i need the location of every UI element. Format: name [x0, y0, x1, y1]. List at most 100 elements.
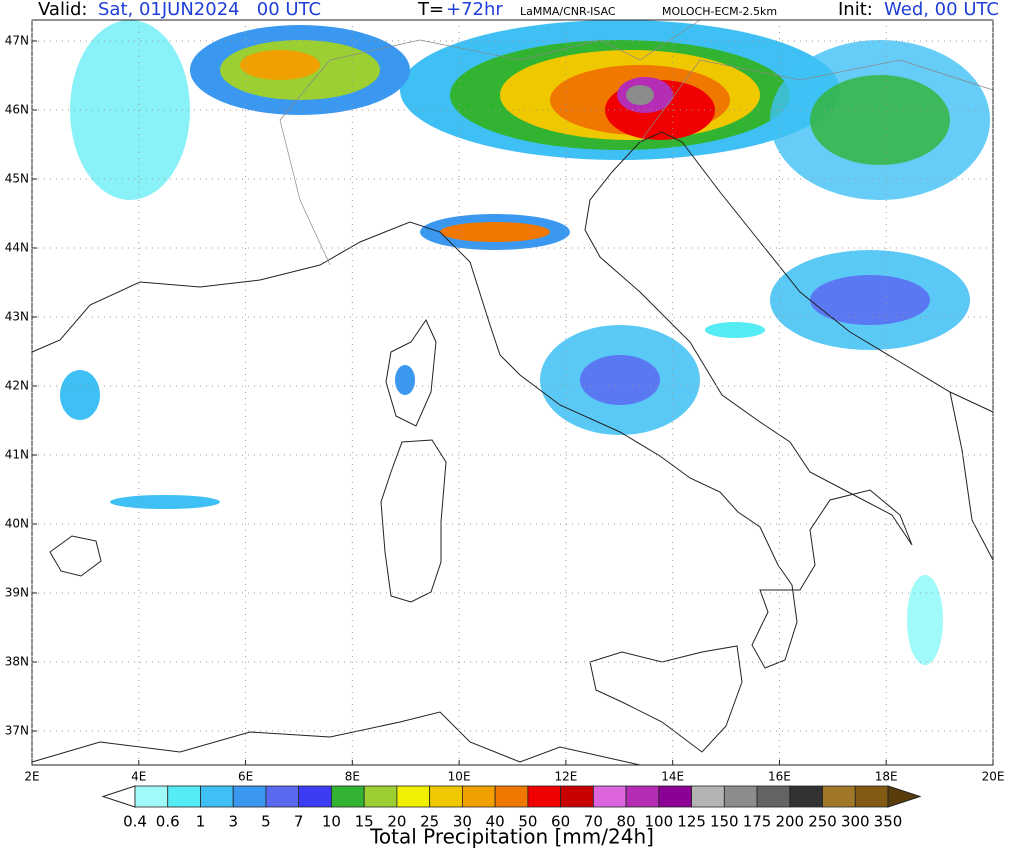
lat-label: 43N	[5, 310, 29, 324]
lat-label: 39N	[5, 586, 29, 600]
init-value: Wed, 00 UTC	[884, 0, 999, 20]
lon-label: 18E	[875, 770, 898, 784]
precip-area	[810, 275, 930, 325]
init-label: Init:	[838, 0, 873, 20]
lon-label: 10E	[448, 770, 471, 784]
lon-label: 14E	[661, 770, 684, 784]
colorbar-label: 5	[261, 813, 271, 831]
border	[639, 59, 994, 143]
precip-area	[810, 75, 950, 165]
coastlines	[31, 19, 994, 766]
precip-area	[440, 222, 550, 242]
colorbar-swatch	[854, 785, 889, 808]
colorbar-swatch	[527, 785, 562, 808]
border	[279, 19, 701, 266]
colorbar-label: 350	[874, 813, 903, 831]
colorbar-swatch	[200, 785, 234, 808]
colorbar-end	[101, 785, 136, 808]
colorbar-label: 25	[420, 813, 439, 831]
colorbar-swatch	[461, 785, 496, 808]
colorbar-label: 80	[617, 813, 636, 831]
colorbar-swatch	[723, 785, 758, 808]
precipitation-field	[60, 20, 990, 665]
colorbar-swatch	[331, 785, 365, 808]
colorbar-swatch	[134, 785, 169, 808]
precip-area	[395, 365, 415, 395]
colorbar-label: 10	[322, 813, 341, 831]
precip-area	[705, 322, 765, 338]
colorbar-swatch	[167, 785, 201, 808]
colorbar-swatch	[756, 785, 791, 808]
colorbar-swatch	[429, 785, 463, 808]
colorbar-label: 70	[584, 813, 603, 831]
coastline	[49, 535, 102, 577]
graticule: 47N 46N 45N 44N 43N 42N 41N 40N 39N 38N 37N 2E 4E 6E 8…	[5, 20, 1005, 784]
coastline	[31, 131, 994, 669]
source: LaMMA/CNR-ISAC	[520, 5, 616, 18]
colorbar-swatch	[789, 785, 823, 808]
colorbar-swatch	[592, 785, 627, 808]
lat-label: 38N	[5, 655, 29, 669]
coastline	[589, 645, 743, 753]
lat-label: 47N	[5, 34, 29, 48]
colorbar-end	[887, 785, 922, 808]
colorbar-swatch	[265, 785, 300, 808]
colorbar-swatch	[560, 785, 594, 808]
precip-area	[60, 370, 100, 420]
colorbar-swatch	[396, 785, 431, 808]
coastline	[949, 391, 994, 561]
lead-value: +72hr	[446, 0, 503, 20]
colorbar-label: 200	[775, 813, 804, 831]
lon-label: 20E	[982, 770, 1005, 784]
model: MOLOCH-ECM-2.5km	[662, 5, 777, 18]
colorbar-title: Total Precipitation [mm/24h]	[369, 825, 654, 849]
header: Valid: Sat, 01JUN2024 00 UTC T= +72hr La…	[38, 0, 999, 20]
lon-label: 8E	[345, 770, 360, 784]
coastline	[385, 318, 437, 427]
precip-area	[626, 85, 654, 105]
lat-label: 40N	[5, 517, 29, 531]
colorbar: 0.4 0.6 1 3 5 7 10 15 20 25 30 40 50 60 70 80 100 125 150 1…	[101, 785, 922, 831]
colorbar-label: 20	[387, 813, 406, 831]
colorbar-swatch	[822, 785, 856, 808]
colorbar-label: 50	[518, 813, 537, 831]
lat-label: 41N	[5, 448, 29, 462]
colorbar-label: 175	[743, 813, 772, 831]
precip-area	[907, 575, 943, 665]
colorbar-swatch	[691, 785, 725, 808]
lat-label: 46N	[5, 103, 29, 117]
lon-label: 2E	[24, 770, 39, 784]
colorbar-label: 30	[453, 813, 472, 831]
precip-area	[70, 20, 190, 200]
precip-area	[240, 50, 320, 80]
colorbar-swatch	[625, 785, 660, 808]
colorbar-label: 250	[808, 813, 837, 831]
colorbar-label: 1	[196, 813, 206, 831]
colorbar-label: 40	[486, 813, 505, 831]
colorbar-label: 150	[710, 813, 739, 831]
colorbar-label: 0.4	[123, 813, 147, 831]
lat-label: 45N	[5, 172, 29, 186]
colorbar-label: 7	[294, 813, 304, 831]
precip-area	[580, 355, 660, 405]
colorbar-label: 300	[841, 813, 870, 831]
colorbar-label: 100	[645, 813, 674, 831]
coastline	[31, 711, 641, 766]
colorbar-label: 125	[677, 813, 706, 831]
colorbar-swatch	[363, 785, 398, 808]
lat-label: 44N	[5, 241, 29, 255]
precip-area	[110, 495, 220, 509]
lon-label: 16E	[768, 770, 791, 784]
lead-label: T=	[417, 0, 444, 20]
colorbar-swatch	[298, 785, 332, 808]
valid-label: Valid:	[38, 0, 87, 20]
coastline	[380, 439, 447, 603]
colorbar-swatch	[232, 785, 267, 808]
lon-label: 4E	[131, 770, 146, 784]
colorbar-label: 0.6	[156, 813, 180, 831]
colorbar-label: 60	[551, 813, 570, 831]
lon-label: 12E	[554, 770, 577, 784]
colorbar-label: 15	[355, 813, 374, 831]
